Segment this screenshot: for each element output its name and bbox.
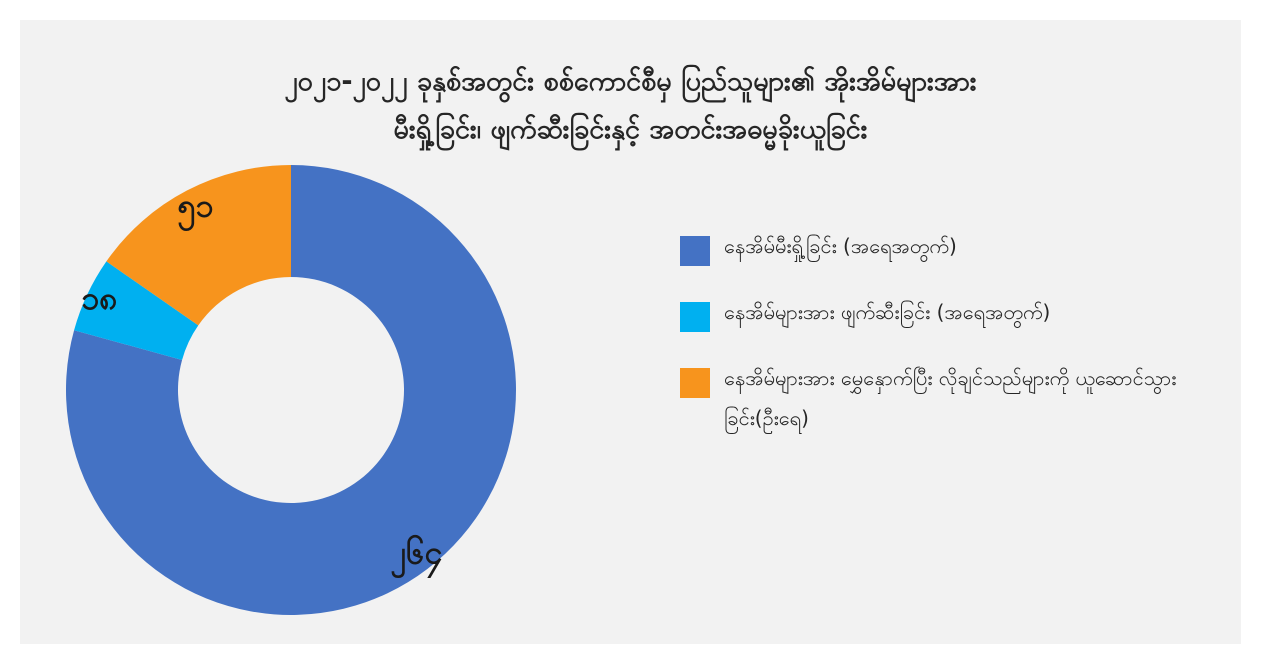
legend: နေအိမ်မီးရှို့ခြင်း (အရေအတွက်) နေအိမ်မျာ… <box>680 226 1240 464</box>
donut-slice-burned-homes <box>65 165 517 615</box>
legend-item-destroyed-homes: နေအိမ်များအား ဖျက်ဆီးခြင်း (အရေအတွက်) <box>680 292 1240 332</box>
legend-item-burned-homes: နေအိမ်မီးရှို့ခြင်း (အရေအတွက်) <box>680 226 1240 266</box>
donut-slices <box>65 165 517 615</box>
data-label-destroyed-homes: ၁၈ <box>81 279 117 317</box>
donut-slice-destroyed-homes <box>74 261 199 360</box>
legend-swatch-looted-homes <box>680 368 710 398</box>
legend-item-looted-homes: နေအိမ်များအား မွှေနှောက်ပြီး လိုချင်သည်မ… <box>680 358 1240 438</box>
legend-swatch-burned-homes <box>680 236 710 266</box>
legend-label-destroyed-homes: နေအိမ်များအား ဖျက်ဆီးခြင်း (အရေအတွက်) <box>724 300 1051 324</box>
legend-swatch-destroyed-homes <box>680 302 710 332</box>
donut-chart: ၂၆၄ ၁၈ ၅၁ <box>65 165 517 615</box>
chart-title-line-1: ၂၀၂၁-၂၀၂၂ ခုနှစ်အတွင်း စစ်ကောင်စီမှ ပြည်… <box>284 66 977 97</box>
chart-area: ၂၀၂၁-၂၀၂၂ ခုနှစ်အတွင်း စစ်ကောင်စီမှ ပြည်… <box>20 20 1241 644</box>
chart-title-line-2: မီးရှို့ခြင်း၊ ဖျက်ဆီးခြင်းနှင့် အတင်းအဓ… <box>393 114 868 145</box>
donut-slice-looted-homes <box>106 165 291 326</box>
data-label-looted-homes: ၅၁ <box>178 186 214 231</box>
data-label-burned-homes: ၂၆၄ <box>391 534 443 579</box>
chart-title: ၂၀၂၁-၂၀၂၂ ခုနှစ်အတွင်း စစ်ကောင်စီမှ ပြည်… <box>20 58 1241 154</box>
donut-slice-labels: ၂၆၄ ၁၈ ၅၁ <box>81 186 442 578</box>
legend-label-looted-homes: နေအိမ်များအား မွှေနှောက်ပြီး လိုချင်သည်မ… <box>724 366 1177 430</box>
legend-label-burned-homes: နေအိမ်မီးရှို့ခြင်း (အရေအတွက်) <box>724 234 957 258</box>
